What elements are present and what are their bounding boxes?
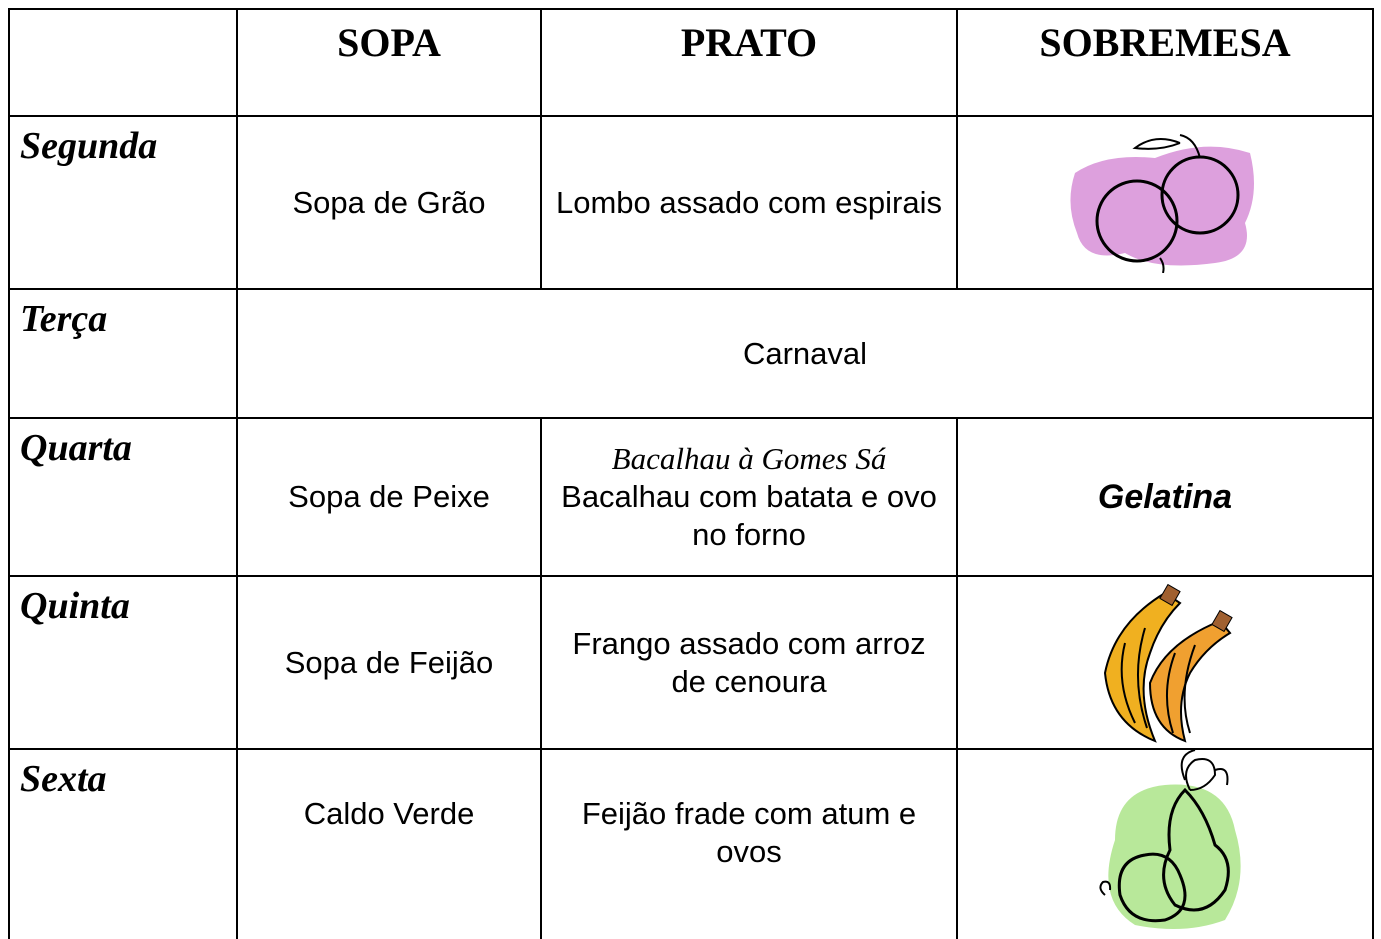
dish: Feijão frade com atum e ovos — [540, 748, 958, 939]
dish-title: Bacalhau à Gomes Sá — [611, 441, 887, 476]
dessert — [956, 575, 1374, 750]
soup: Sopa de Feijão — [236, 575, 542, 750]
day: Sexta — [8, 748, 238, 939]
day: Quarta — [8, 417, 238, 577]
row: Segunda Sopa de Grão Lombo assado com es… — [8, 115, 1374, 290]
soup: Sopa de Grão — [236, 115, 542, 290]
menu-table: SOPA PRATO SOBREMESA Segunda Sopa de Grã… — [8, 8, 1374, 939]
dessert: Gelatina — [956, 417, 1374, 577]
row: Quarta Sopa de Peixe Bacalhau à Gomes Sá… — [8, 417, 1374, 577]
note: Carnaval — [236, 288, 1374, 419]
dessert — [956, 115, 1374, 290]
dish: Lombo assado com espirais — [540, 115, 958, 290]
day: Quinta — [8, 575, 238, 750]
header-cell: SOPA — [236, 8, 542, 117]
row: Terça Carnaval — [8, 288, 1374, 419]
header-cell: SOBREMESA — [956, 8, 1374, 117]
soup: Caldo Verde — [236, 748, 542, 939]
pear-icon — [1099, 750, 1241, 929]
dessert — [956, 748, 1374, 939]
dish: Frango assado com arroz de cenoura — [540, 575, 958, 750]
row: Quinta Sopa de Feijão Frango assado com … — [8, 575, 1374, 750]
banana-icon — [1103, 583, 1233, 743]
header-row: SOPA PRATO SOBREMESA — [8, 8, 1374, 117]
empty-cell — [8, 8, 238, 117]
header-cell: PRATO — [540, 8, 958, 117]
day: Terça — [8, 288, 238, 419]
dish-cell: Bacalhau à Gomes Sá Bacalhau com batata e… — [540, 417, 958, 577]
day: Segunda — [8, 115, 238, 290]
soup: Sopa de Peixe — [236, 417, 542, 577]
dish: Bacalhau com batata e ovo no forno — [561, 479, 937, 552]
row: Sexta Caldo Verde Feijão frade com atum … — [8, 748, 1374, 939]
apple-icon — [1070, 133, 1254, 273]
